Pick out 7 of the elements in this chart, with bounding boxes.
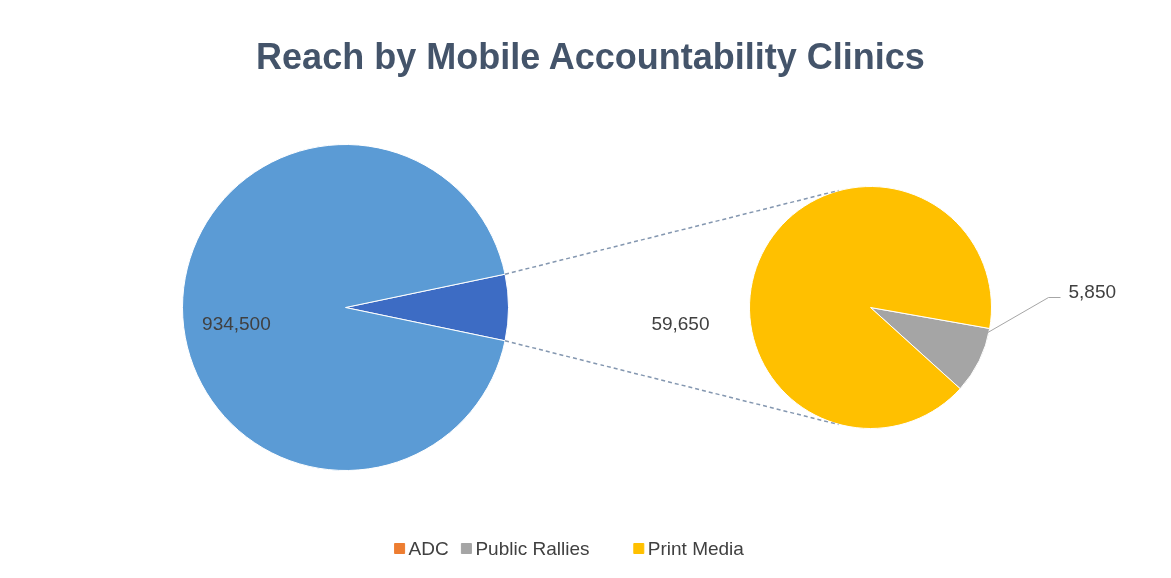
- legend-label: ADC: [408, 538, 449, 559]
- legend-label: Public Rallies: [475, 538, 590, 559]
- text: Reach by Mobile Accountability Clinics: [256, 35, 925, 79]
- data-label: 934,500: [202, 313, 271, 334]
- legend-label: Print Media: [647, 538, 745, 559]
- data-label: 5,850: [1068, 281, 1117, 302]
- data-label: 59,650: [651, 313, 710, 334]
